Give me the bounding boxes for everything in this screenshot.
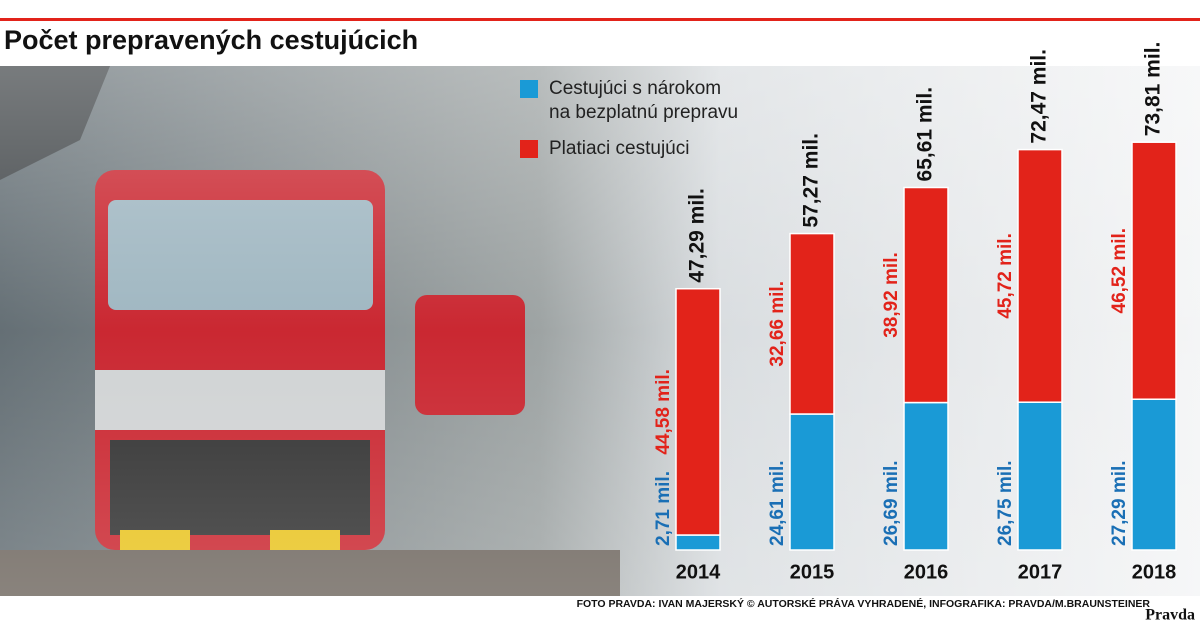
total-label: 57,27 mil. [800,133,823,228]
total-label: 47,29 mil. [686,188,709,283]
bar-segment [789,232,835,415]
bar-segment [1131,141,1177,400]
value-label: 44,58 mil. [653,369,674,455]
x-tick-label: 2018 [1132,561,1177,583]
value-label: 26,69 mil. [881,460,902,546]
bar-segment [1131,398,1177,551]
credit: FOTO PRAVDA: IVAN MAJERSKÝ © AUTORSKÉ PR… [577,597,1151,610]
value-label: 27,29 mil. [1109,460,1130,546]
value-label: 26,75 mil. [995,460,1016,546]
legend-swatch [520,140,538,158]
bar-segment [675,534,721,551]
legend-label: Cestujúci s nárokom na bezplatnú prepravu [549,78,738,123]
legend-swatch [520,80,538,98]
bar-segment [903,401,949,551]
legend-label: Platiaci cestujúci [549,138,689,159]
x-tick-label: 2017 [1018,561,1063,583]
value-label: 46,52 mil. [1109,228,1130,314]
total-label: 65,61 mil. [914,87,937,182]
value-label: 32,66 mil. [767,281,788,367]
value-label: 24,61 mil. [767,460,788,546]
bar-segment [903,186,949,404]
bar-segment [789,413,835,551]
bar-segment [675,287,721,536]
value-label: 2,71 mil. [653,471,674,546]
photo-fade [0,66,1200,596]
footer-band [0,596,1200,626]
x-tick-label: 2014 [676,561,721,583]
value-label: 45,72 mil. [995,233,1016,319]
total-label: 73,81 mil. [1142,42,1165,137]
bar-segment [1017,148,1063,403]
total-label: 72,47 mil. [1028,49,1051,144]
x-tick-label: 2015 [790,561,835,583]
bar-segment [1017,401,1063,551]
top-rule [0,18,1200,21]
logo: Pravda [1145,607,1195,624]
value-label: 38,92 mil. [881,252,902,338]
x-tick-label: 2016 [904,561,949,583]
chart-title: Počet prepravených cestujúcich [4,25,418,55]
